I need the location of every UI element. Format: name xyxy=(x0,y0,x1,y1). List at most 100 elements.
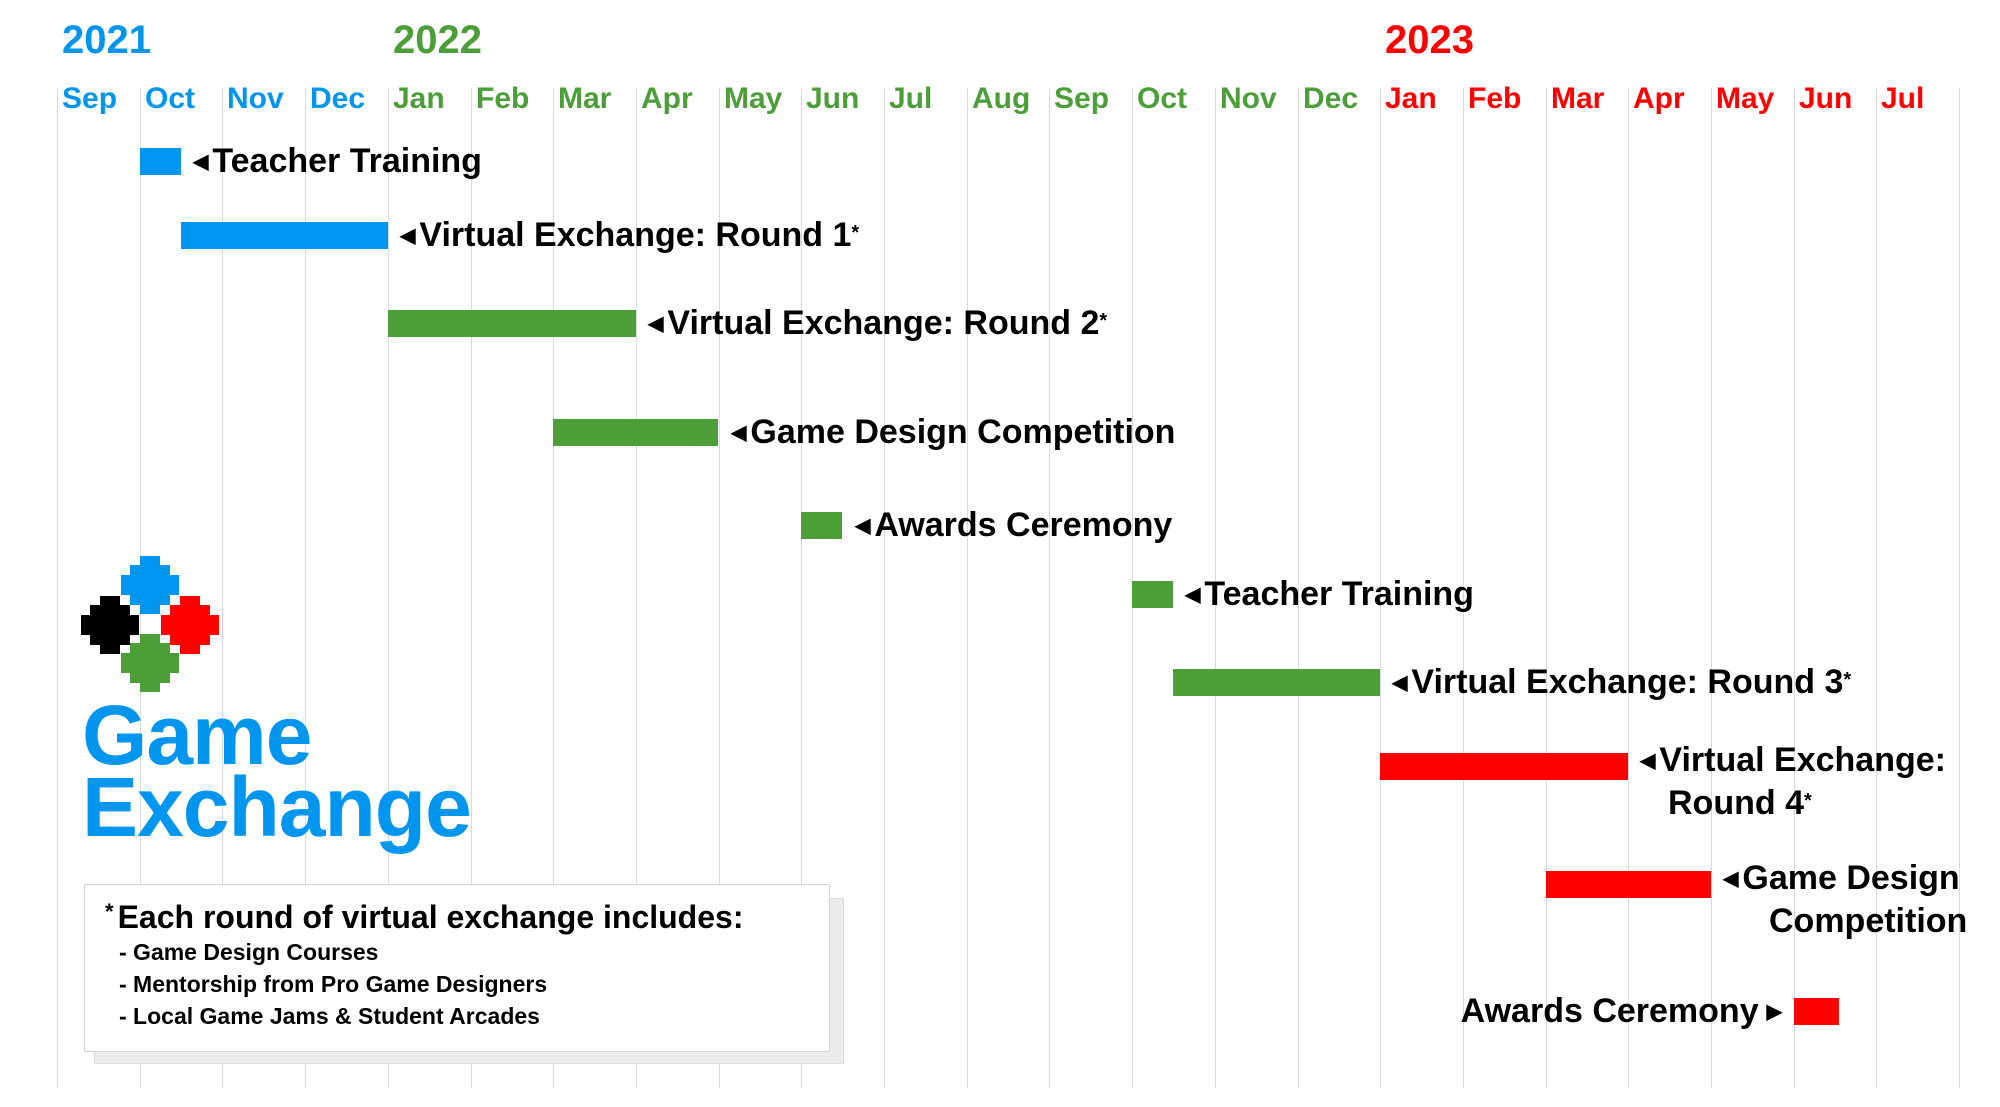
gridline xyxy=(1711,88,1712,1088)
month-tick-label: Oct xyxy=(1137,82,1188,115)
month-tick-label: Jul xyxy=(889,82,933,115)
task-bar xyxy=(553,419,718,446)
month-tick-label: Dec xyxy=(310,82,366,115)
pointer-left-icon: ◀ xyxy=(1640,750,1656,772)
game-exchange-logo-icon xyxy=(81,556,219,692)
year-label: 2023 xyxy=(1385,18,1474,62)
gridline xyxy=(636,88,637,1088)
pointer-left-icon: ◀ xyxy=(1185,584,1201,606)
gridline xyxy=(884,88,885,1088)
task-bar xyxy=(801,512,842,539)
task-bar xyxy=(140,148,181,175)
pointer-right-icon: ▶ xyxy=(1766,1001,1782,1023)
task-name: Game Design Competition xyxy=(750,413,1176,451)
month-tick-label: Apr xyxy=(1633,82,1685,115)
task-label: ◀ Virtual Exchange: Round 2* xyxy=(648,304,1107,347)
task-name-line2: Round 4 xyxy=(1668,784,1804,822)
task-name: Awards Ceremony xyxy=(1460,992,1759,1030)
pointer-left-icon: ◀ xyxy=(1392,672,1408,694)
gridline xyxy=(801,88,802,1088)
month-tick-label: Sep xyxy=(1054,82,1110,115)
gridline xyxy=(305,88,306,1088)
pointer-left-icon: ◀ xyxy=(193,151,209,173)
month-tick-label: Sep xyxy=(62,82,118,115)
month-tick-label: Jun xyxy=(1799,82,1853,115)
month-tick-label: Jun xyxy=(806,82,860,115)
gridline xyxy=(1794,88,1795,1088)
logo-cross-red xyxy=(161,596,219,654)
asterisk-marker: * xyxy=(1803,790,1812,812)
gridline xyxy=(1876,88,1877,1088)
month-tick-label: Apr xyxy=(641,82,693,115)
footnote-box: * Each round of virtual exchange includes… xyxy=(84,884,830,1052)
month-tick-label: Jan xyxy=(1385,82,1437,115)
task-bar xyxy=(181,222,388,249)
task-name: Virtual Exchange: Round 2 xyxy=(667,304,1100,342)
month-tick-label: Mar xyxy=(1551,82,1605,115)
logo-cross-blue xyxy=(121,556,179,614)
task-bar xyxy=(388,310,636,337)
footnote-item: - Local Game Jams & Student Arcades xyxy=(119,1003,540,1029)
asterisk-marker: * xyxy=(851,222,860,244)
task-bar xyxy=(1546,871,1711,898)
footnote-item: - Game Design Courses xyxy=(119,939,379,965)
logo-cross-black xyxy=(81,596,139,654)
footnote-heading: * Each round of virtual exchange includes… xyxy=(105,899,809,936)
task-bar xyxy=(1794,998,1839,1025)
month-tick-label: Dec xyxy=(1303,82,1359,115)
task-bar xyxy=(1173,669,1380,696)
task-name: Teacher Training xyxy=(212,142,482,180)
gridline xyxy=(967,88,968,1088)
task-bar xyxy=(1132,581,1173,608)
gridline xyxy=(1546,88,1547,1088)
gridline xyxy=(1215,88,1216,1088)
pointer-left-icon: ◀ xyxy=(1723,868,1739,890)
logo-cross-green xyxy=(121,634,179,692)
pointer-left-icon: ◀ xyxy=(400,225,416,247)
task-name: Virtual Exchange: xyxy=(1659,741,1946,779)
gridline xyxy=(1959,88,1960,1088)
gridline xyxy=(1298,88,1299,1088)
task-name: Teacher Training xyxy=(1204,575,1474,613)
task-label: ◀ Teacher Training xyxy=(193,142,482,185)
task-label: ◀ Game Design Competition xyxy=(1723,859,1967,940)
gridline xyxy=(553,88,554,1088)
pointer-left-icon: ◀ xyxy=(648,313,664,335)
gridline xyxy=(222,88,223,1088)
year-label: 2022 xyxy=(393,18,482,62)
task-bar xyxy=(1380,753,1628,780)
month-tick-label: Nov xyxy=(227,82,284,115)
gridline xyxy=(388,88,389,1088)
footnote-marker: * xyxy=(105,899,114,924)
gridline xyxy=(57,88,58,1088)
month-tick-label: Feb xyxy=(1468,82,1522,115)
month-tick-label: Aug xyxy=(972,82,1031,115)
month-tick-label: Nov xyxy=(1220,82,1277,115)
month-tick-label: Jan xyxy=(393,82,445,115)
gridline xyxy=(471,88,472,1088)
task-label: ◀ Awards Ceremony xyxy=(855,506,1172,549)
month-tick-label: May xyxy=(1716,82,1775,115)
task-label: ◀ Virtual Exchange: Round 4* xyxy=(1640,741,1946,822)
gridline xyxy=(1380,88,1381,1088)
gridline xyxy=(1049,88,1050,1088)
gridline xyxy=(719,88,720,1088)
task-label: ◀ Virtual Exchange: Round 1* xyxy=(400,216,859,259)
gridline xyxy=(1628,88,1629,1088)
task-name: Virtual Exchange: Round 1 xyxy=(419,216,852,254)
task-label: Awards Ceremony ▶ xyxy=(1461,992,1782,1035)
month-tick-label: Feb xyxy=(476,82,530,115)
task-name: Virtual Exchange: Round 3 xyxy=(1411,663,1844,701)
month-tick-label: Mar xyxy=(558,82,612,115)
month-tick-label: Oct xyxy=(145,82,196,115)
task-name-line2: Competition xyxy=(1769,902,1968,940)
task-name: Game Design xyxy=(1742,859,1960,897)
brand-name-line2: Exchange xyxy=(82,760,472,854)
year-label: 2021 xyxy=(62,18,151,62)
pointer-left-icon: ◀ xyxy=(855,515,871,537)
brand-name-line1: Game xyxy=(82,688,312,782)
month-tick-label: May xyxy=(724,82,783,115)
task-label: ◀ Teacher Training xyxy=(1185,575,1474,618)
footnote-item: - Mentorship from Pro Game Designers xyxy=(119,971,548,997)
